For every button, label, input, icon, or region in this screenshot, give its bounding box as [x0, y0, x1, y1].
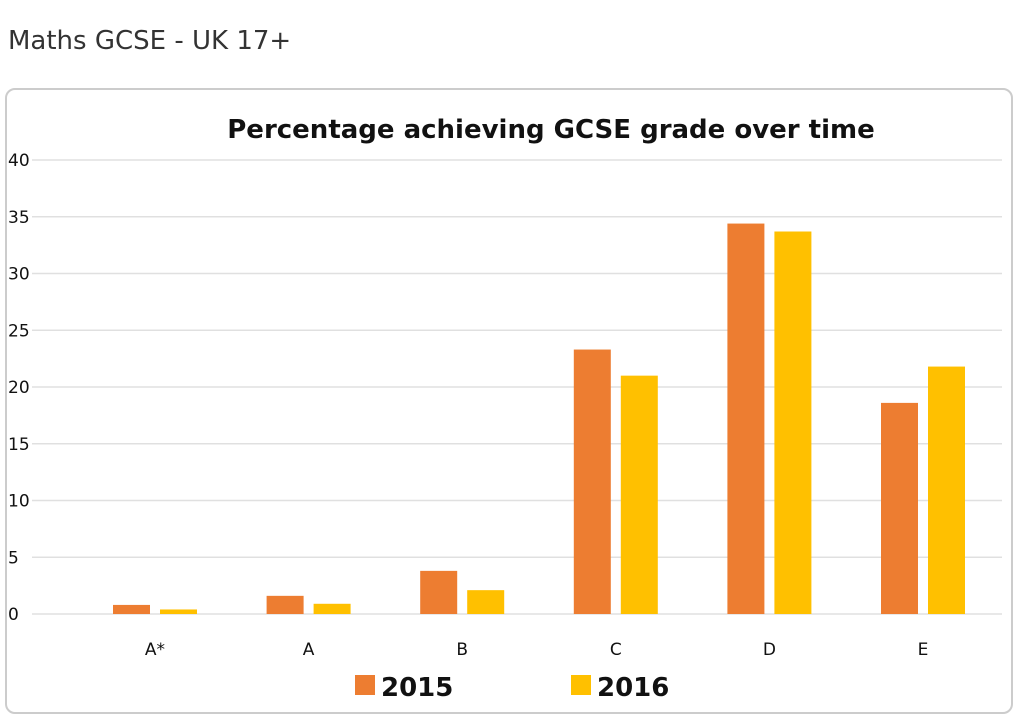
y-tick-label: 15 [8, 435, 30, 455]
bar-2016-A* [160, 609, 197, 614]
legend-swatch-2015 [355, 675, 375, 695]
y-tick-label: 25 [8, 321, 30, 341]
x-tick-label: B [456, 640, 468, 660]
y-tick-label: 5 [8, 548, 19, 568]
legend-swatch-2016 [571, 675, 591, 695]
bar-2015-D [727, 223, 765, 614]
y-tick-label: 40 [8, 151, 30, 171]
page-title: Maths GCSE - UK 17+ [8, 26, 292, 56]
y-tick-label: 10 [8, 492, 30, 512]
bar-2016-D [774, 231, 812, 614]
bar-2016-C [620, 375, 658, 614]
y-tick-label: 0 [8, 605, 19, 625]
x-tick-label: A* [145, 640, 165, 660]
x-tick-label: C [610, 640, 622, 660]
bar-2016-A [313, 603, 351, 614]
bar-2015-A* [113, 604, 150, 614]
chart-frame [5, 88, 1013, 714]
chart-title: Percentage achieving GCSE grade over tim… [227, 115, 875, 145]
legend-label: 2016 [597, 673, 669, 703]
x-tick-label: D [763, 640, 776, 660]
bar-2015-B [420, 570, 458, 614]
bar-2015-C [573, 349, 611, 614]
bar-2016-E [928, 366, 965, 614]
y-tick-label: 30 [8, 265, 30, 285]
bar-2016-B [467, 590, 505, 614]
x-tick-label: E [918, 640, 929, 660]
y-tick-label: 35 [8, 208, 30, 228]
y-tick-label: 20 [8, 378, 30, 398]
bar-2015-A [266, 595, 304, 614]
bar-2015-E [881, 402, 918, 614]
legend-label: 2015 [381, 673, 453, 703]
x-tick-label: A [303, 640, 315, 660]
